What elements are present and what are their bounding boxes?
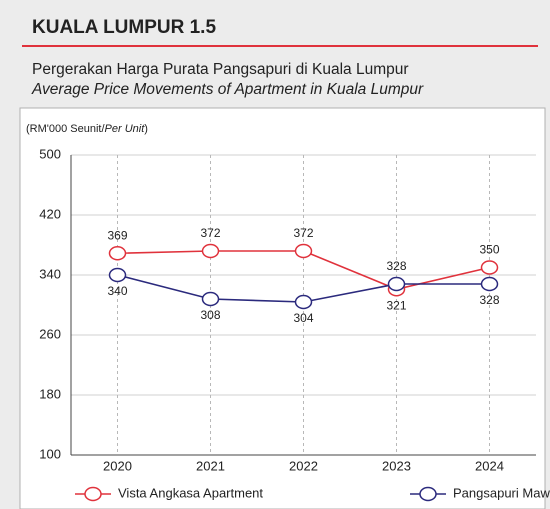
unit-label-part: (RM'000 Seunit/ [26,123,105,135]
point-marker [108,246,127,261]
data-label: 340 [107,284,127,298]
data-label: 372 [200,226,220,240]
x-tick-label: 2024 [475,458,504,473]
legend-label: Pangsapuri Mawar [453,485,550,500]
point-marker [294,294,313,310]
legend-marker [419,486,437,502]
unit-label: (RM'000 Seunit/Per Unit) [26,123,148,135]
y-tick-label: 340 [39,266,61,281]
y-tick-label: 260 [39,326,61,341]
point-marker [480,276,499,292]
data-label: 350 [479,243,499,257]
subtitle: Pergerakan Harga Purata Pangsapuri di Ku… [32,61,409,78]
point-marker [294,243,313,259]
unit-label-part: ) [144,123,148,135]
chart-panel [19,107,546,509]
data-label: 328 [479,293,499,307]
data-label: 372 [293,226,313,240]
y-tick-label: 500 [39,146,61,161]
point-marker [480,260,499,275]
point-marker [108,267,127,283]
legend-marker [84,486,102,502]
point-marker [201,291,220,307]
y-tick-label: 180 [39,386,61,401]
unit-label-part: Per Unit [105,123,146,135]
x-tick-label: 2023 [382,458,411,473]
data-label: 321 [386,298,406,312]
y-tick-label: 420 [39,206,61,221]
point-marker [201,243,220,259]
data-label: 304 [293,311,313,325]
x-tick-label: 2021 [196,458,225,473]
data-label: 369 [107,228,127,242]
x-tick-label: 2022 [289,458,318,473]
chart-title: KUALA LUMPUR 1.5 [32,17,216,38]
x-tick-label: 2020 [103,458,132,473]
subtitle-en: Average Price Movements of Apartment in … [31,81,424,98]
data-label: 308 [200,308,220,322]
point-marker [387,276,406,292]
y-tick-label: 100 [39,446,61,461]
legend-label: Vista Angkasa Apartment [118,485,263,500]
data-label: 328 [386,259,406,273]
